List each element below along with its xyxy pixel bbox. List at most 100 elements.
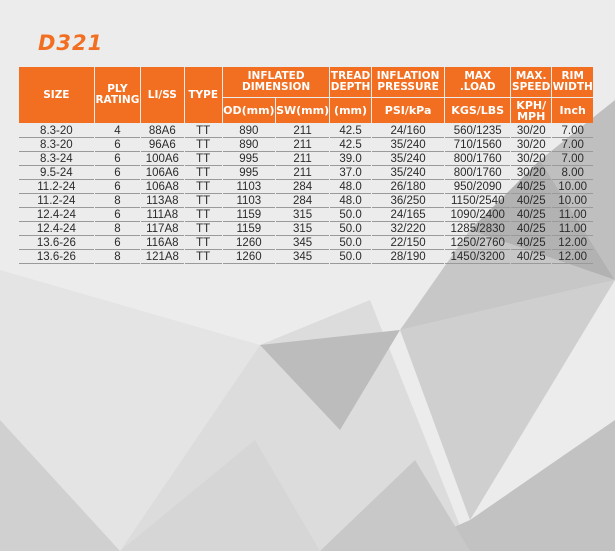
cell-rim: 7.00: [552, 153, 593, 166]
model-title: D321: [38, 31, 104, 55]
cell-pressure: 26/180: [371, 181, 445, 194]
cell-size: 13.6-26: [19, 237, 94, 250]
cell-tread: 50.0: [330, 237, 371, 250]
cell-speed: 40/25: [511, 195, 552, 208]
cell-size: 8.3-20: [19, 139, 94, 152]
cell-rim: 10.00: [552, 181, 593, 194]
cell-sw: 315: [275, 209, 330, 222]
cell-sw: 211: [275, 139, 330, 152]
cell-speed: 30/20: [511, 153, 552, 166]
cell-ply: 6: [94, 237, 141, 250]
cell-type: TT: [184, 251, 222, 264]
cell-rim: 11.00: [552, 223, 593, 236]
cell-rim: 11.00: [552, 209, 593, 222]
cell-pressure: 28/190: [371, 251, 445, 264]
cell-size: 8.3-20: [19, 124, 94, 138]
cell-speed: 40/25: [511, 223, 552, 236]
cell-ply: 6: [94, 209, 141, 222]
cell-sw: 345: [275, 237, 330, 250]
cell-load: 1450/3200: [445, 251, 511, 264]
header-tread-depth-unit: (mm): [330, 98, 371, 123]
cell-tread: 50.0: [330, 223, 371, 236]
cell-od: 1103: [222, 195, 275, 208]
cell-od: 1103: [222, 181, 275, 194]
cell-speed: 30/20: [511, 139, 552, 152]
cell-size: 8.3-24: [19, 153, 94, 166]
cell-size: 13.6-26: [19, 251, 94, 264]
cell-rim: 8.00: [552, 167, 593, 180]
header-inflated-dimension: INFLATED DIMENSION: [222, 67, 330, 97]
cell-size: 11.2-24: [19, 195, 94, 208]
cell-liss: 100A6: [141, 153, 184, 166]
header-inflation-pressure: INFLATION PRESSURE: [371, 67, 445, 97]
cell-type: TT: [184, 209, 222, 222]
cell-pressure: 22/150: [371, 237, 445, 250]
cell-ply: 6: [94, 167, 141, 180]
cell-speed: 30/20: [511, 124, 552, 138]
header-li-ss: LI/SS: [141, 67, 184, 123]
cell-type: TT: [184, 223, 222, 236]
header-rim-width: RIM WIDTH: [552, 67, 593, 97]
cell-speed: 30/20: [511, 167, 552, 180]
cell-od: 1260: [222, 237, 275, 250]
table-row: 12.4-24 8 117A8 TT 1159 315 50.0 32/220 1285/283…: [19, 223, 593, 236]
cell-type: TT: [184, 139, 222, 152]
cell-liss: 88A6: [141, 124, 184, 138]
header-size: SIZE: [19, 67, 94, 123]
cell-liss: 96A6: [141, 139, 184, 152]
cell-pressure: 35/240: [371, 139, 445, 152]
cell-size: 12.4-24: [19, 209, 94, 222]
cell-liss: 111A8: [141, 209, 184, 222]
cell-pressure: 35/240: [371, 167, 445, 180]
cell-liss: 117A8: [141, 223, 184, 236]
cell-type: TT: [184, 153, 222, 166]
cell-load: 710/1560: [445, 139, 511, 152]
cell-load: 1250/2760: [445, 237, 511, 250]
table-row: 8.3-20 4 88A6 TT 890 211 42.5 24/160 560/1235 30/…: [19, 124, 593, 138]
cell-rim: 12.00: [552, 237, 593, 250]
header-type: TYPE: [184, 67, 222, 123]
cell-load: 1090/2400: [445, 209, 511, 222]
cell-ply: 8: [94, 251, 141, 264]
cell-od: 1159: [222, 209, 275, 222]
cell-tread: 48.0: [330, 195, 371, 208]
cell-ply: 8: [94, 195, 141, 208]
cell-load: 1150/2540: [445, 195, 511, 208]
cell-sw: 211: [275, 167, 330, 180]
cell-tread: 42.5: [330, 139, 371, 152]
cell-ply: 6: [94, 139, 141, 152]
cell-pressure: 36/250: [371, 195, 445, 208]
cell-sw: 211: [275, 153, 330, 166]
cell-od: 995: [222, 167, 275, 180]
cell-od: 995: [222, 153, 275, 166]
table-row: 13.6-26 8 121A8 TT 1260 345 50.0 28/190 1450/320…: [19, 251, 593, 264]
table-row: 11.2-24 6 106A8 TT 1103 284 48.0 26/180 950/2090…: [19, 181, 593, 194]
cell-sw: 284: [275, 195, 330, 208]
tire-spec-table: SIZE PLY RATING LI/SS TYPE INFLATED DIME…: [18, 66, 594, 265]
cell-type: TT: [184, 181, 222, 194]
header-od: OD(mm): [222, 98, 275, 123]
cell-type: TT: [184, 124, 222, 138]
cell-rim: 7.00: [552, 124, 593, 138]
cell-ply: 8: [94, 223, 141, 236]
cell-sw: 284: [275, 181, 330, 194]
cell-liss: 113A8: [141, 195, 184, 208]
cell-tread: 42.5: [330, 124, 371, 138]
cell-tread: 50.0: [330, 251, 371, 264]
header-tread-depth: TREAD DEPTH: [330, 67, 371, 97]
cell-tread: 50.0: [330, 209, 371, 222]
header-sw: SW(mm): [275, 98, 330, 123]
cell-pressure: 35/240: [371, 153, 445, 166]
table-row: 11.2-24 8 113A8 TT 1103 284 48.0 36/250 1150/254…: [19, 195, 593, 208]
cell-type: TT: [184, 167, 222, 180]
cell-size: 9.5-24: [19, 167, 94, 180]
cell-speed: 40/25: [511, 181, 552, 194]
header-max-speed-unit: KPH/ MPH: [511, 98, 552, 123]
cell-tread: 37.0: [330, 167, 371, 180]
header-inflation-pressure-unit: PSI/kPa: [371, 98, 445, 123]
table-row: 13.6-26 6 116A8 TT 1260 345 50.0 22/150 1250/276…: [19, 237, 593, 250]
cell-load: 950/2090: [445, 181, 511, 194]
cell-liss: 106A6: [141, 167, 184, 180]
cell-od: 1260: [222, 251, 275, 264]
